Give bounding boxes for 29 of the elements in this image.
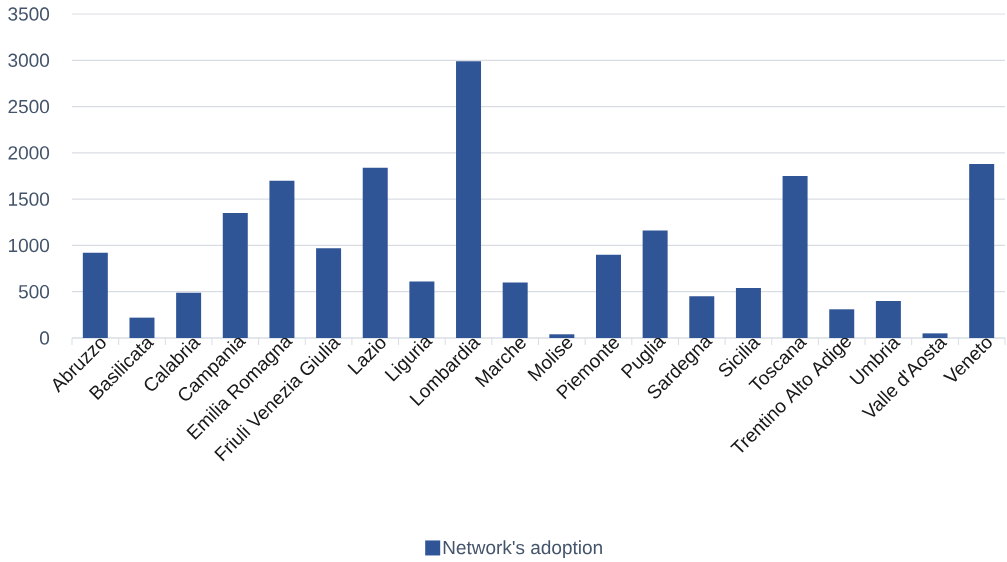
bar: [502, 282, 528, 338]
bar: [829, 309, 855, 338]
bar: [969, 163, 995, 338]
y-tick-label: 500: [18, 284, 50, 299]
bar: [642, 230, 668, 338]
bar: [595, 254, 621, 338]
bar: [82, 252, 108, 338]
bar: [922, 333, 948, 338]
bar: [409, 281, 435, 338]
y-tick-label: 1500: [8, 192, 50, 206]
bar: [735, 288, 761, 338]
bar: [456, 61, 482, 338]
bar: [269, 180, 295, 338]
y-tick-label: 3000: [8, 53, 50, 68]
bar: [222, 213, 248, 338]
bar: [129, 317, 155, 338]
bar: [689, 296, 715, 338]
bar: [782, 176, 808, 338]
bar: [176, 292, 202, 338]
y-tick-label: 0: [39, 331, 50, 345]
y-tick-label: 1000: [8, 238, 50, 253]
y-tick-label: 2000: [8, 146, 50, 160]
legend-label: Network's adoption: [443, 540, 602, 559]
bar: [316, 248, 342, 338]
bar: [875, 300, 901, 338]
y-tick-label: 2500: [8, 99, 50, 114]
bar: [362, 167, 388, 338]
bar: [549, 334, 575, 338]
y-tick-label: 3500: [8, 7, 50, 21]
